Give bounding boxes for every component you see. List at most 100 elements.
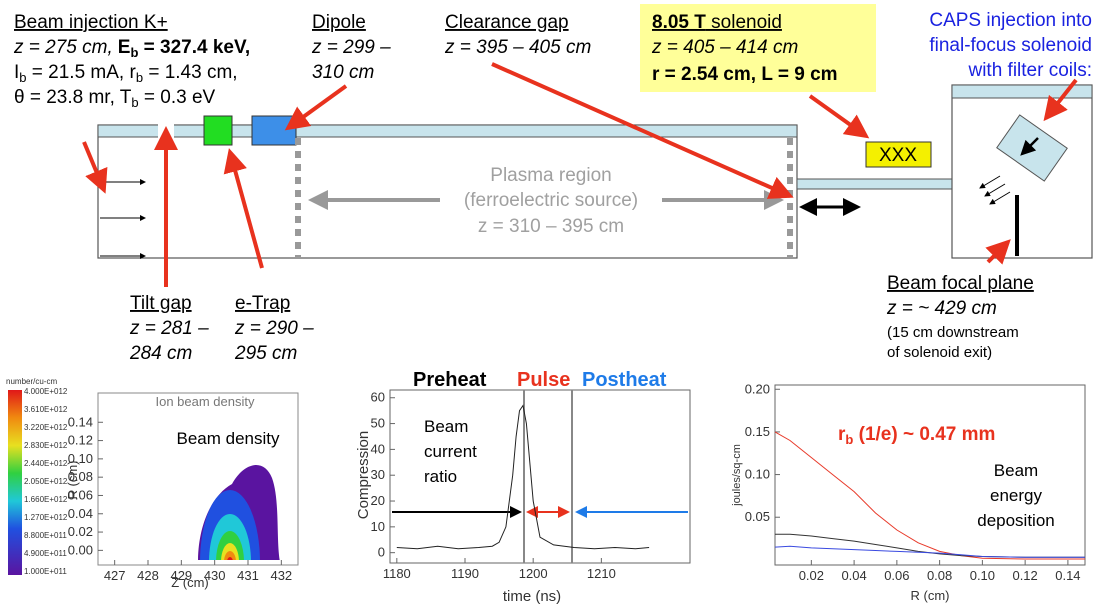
pointer: [985, 239, 1011, 265]
y-axis-title: R (cm): [65, 461, 80, 500]
label-title: 8.05 T solenoid: [652, 12, 782, 33]
pointer: [491, 62, 794, 199]
colorbar-label: 1.270E+012: [24, 513, 68, 522]
label-line: z = 310 – 395 cm: [478, 216, 624, 237]
focal-plane-label: Beam focal plane z = ~ 429 cm (15 cm dow…: [886, 273, 1034, 361]
label-line: with filter coils:: [967, 60, 1092, 81]
caps-injector: [996, 114, 1068, 182]
y-tick-label: 50: [371, 416, 385, 431]
label-line: 310 cm: [312, 62, 374, 83]
x-tick-label: 0.06: [884, 568, 909, 583]
solenoid-coil: [865, 141, 932, 168]
y-tick-label: 0.15: [745, 424, 770, 439]
x-tick-label: 1180: [383, 566, 411, 581]
colorbar-label: 8.800E+011: [24, 531, 67, 540]
label-title: Tilt gap: [130, 293, 192, 314]
label-line: z = 281 –: [129, 318, 209, 339]
label-note: (15 cm downstream: [887, 324, 1019, 341]
colorbar-label: 3.220E+012: [24, 423, 68, 432]
curve: [775, 533, 1085, 558]
pointer: [808, 94, 870, 139]
y-tick-label: 0.10: [745, 467, 770, 482]
x-tick-label: 0.02: [799, 568, 824, 583]
dipole-label: Dipole z = 299 – 310 cm: [311, 12, 391, 83]
x-tick-label: 428: [137, 568, 159, 583]
plot-annotation: rb (1/e) ~ 0.47 mm: [838, 424, 995, 447]
label-line: CAPS injection into: [929, 10, 1092, 31]
pointer: [1043, 78, 1078, 122]
caps-box: [996, 114, 1068, 182]
plot-frame: [97, 392, 299, 566]
label-line: current: [424, 442, 477, 461]
label-line: energy: [990, 486, 1042, 505]
x-tick-label: 429: [170, 568, 192, 583]
phase-label: Postheat: [582, 369, 667, 391]
y-tick-label: 0.08: [68, 469, 93, 484]
clearance-label: Clearance gap z = 395 – 405 cm: [444, 12, 591, 58]
target-chamber: [951, 84, 1093, 259]
beam-pipe: [97, 124, 798, 138]
label-title: Beam focal plane: [887, 273, 1034, 294]
label-line: z = 395 – 405 cm: [444, 37, 591, 58]
y-tick-label: 0.06: [68, 487, 93, 502]
label-title: e-Trap: [235, 293, 290, 314]
label-title: Beam injection K+: [14, 12, 168, 33]
label-line: Ib = 21.5 mA, rb = 1.43 cm,: [14, 62, 238, 85]
label-line: z = 405 – 414 cm: [651, 37, 798, 58]
y-tick-label: 30: [371, 467, 385, 482]
y-axis-title: Compression: [355, 431, 372, 519]
x-tick-label: 0.10: [970, 568, 995, 583]
plot-label: Beam current ratio: [424, 417, 477, 486]
label-line: 284 cm: [129, 343, 192, 364]
label-line: deposition: [977, 511, 1055, 530]
vessel: [97, 124, 798, 259]
x-tick-label: 1200: [519, 566, 548, 581]
density-contour: [227, 557, 233, 560]
label-line: Beam: [424, 417, 468, 436]
x-tick-label: 432: [270, 568, 292, 583]
curve: [396, 404, 650, 550]
filter-arrow: [979, 175, 1001, 189]
x-tick-label: 0.12: [1012, 568, 1037, 583]
x-tick-label: 0.08: [927, 568, 952, 583]
y-tick-label: 0.05: [745, 509, 770, 524]
coil-label: XXX: [879, 145, 917, 166]
label-line: (ferroelectric source): [464, 190, 638, 211]
label-title: Dipole: [312, 12, 366, 33]
x-tick-label: 427: [104, 568, 126, 583]
x-tick-label: 430: [204, 568, 226, 583]
label-line: z = 299 –: [311, 37, 391, 58]
caps-arrow: [1020, 137, 1039, 156]
colorbar-label: 2.830E+012: [24, 441, 68, 450]
x-tick-label: 1190: [451, 566, 479, 581]
filter-arrow: [989, 191, 1011, 205]
x-axis-title: Z (cm): [171, 575, 209, 590]
tilt-gap-label: Tilt gap z = 281 – 284 cm: [129, 293, 209, 364]
y-tick-label: 0.14: [68, 414, 93, 429]
y-tick-label: 10: [371, 519, 385, 534]
y-tick-label: 0.20: [745, 381, 770, 396]
label-line: z = 275 cm, Eb = 327.4 keV,: [13, 37, 250, 60]
colorbar-title: number/cu-cm: [6, 377, 57, 386]
colorbar-label: 2.440E+012: [24, 459, 68, 468]
colorbar-label: 1.660E+012: [24, 495, 68, 504]
x-axis-title: time (ns): [503, 588, 561, 605]
colorbar: [8, 390, 22, 575]
solenoid-label: 8.05 T solenoid z = 405 – 414 cm r = 2.5…: [651, 12, 838, 85]
y-tick-label: 0.04: [68, 506, 93, 521]
pointer: [284, 84, 348, 131]
x-tick-label: 431: [237, 568, 259, 583]
y-tick-label: 0: [378, 545, 385, 560]
e-trap-box: [203, 115, 233, 146]
pointers: [82, 62, 1078, 287]
phase-label: Preheat: [413, 369, 487, 391]
phase-labels: Preheat Pulse Postheat: [413, 369, 667, 391]
y-tick-label: 0.12: [68, 433, 93, 448]
label-line: z = ~ 429 cm: [886, 298, 997, 319]
x-tick-label: 0.14: [1055, 568, 1080, 583]
plot-frame: [774, 384, 1086, 566]
colorbar-label: 1.000E+011: [24, 567, 67, 576]
y-axis-title: joules/sq-cm: [731, 444, 743, 507]
beam-injection: Beam injection K+ z = 275 cm, Eb = 327.4 …: [13, 12, 250, 110]
